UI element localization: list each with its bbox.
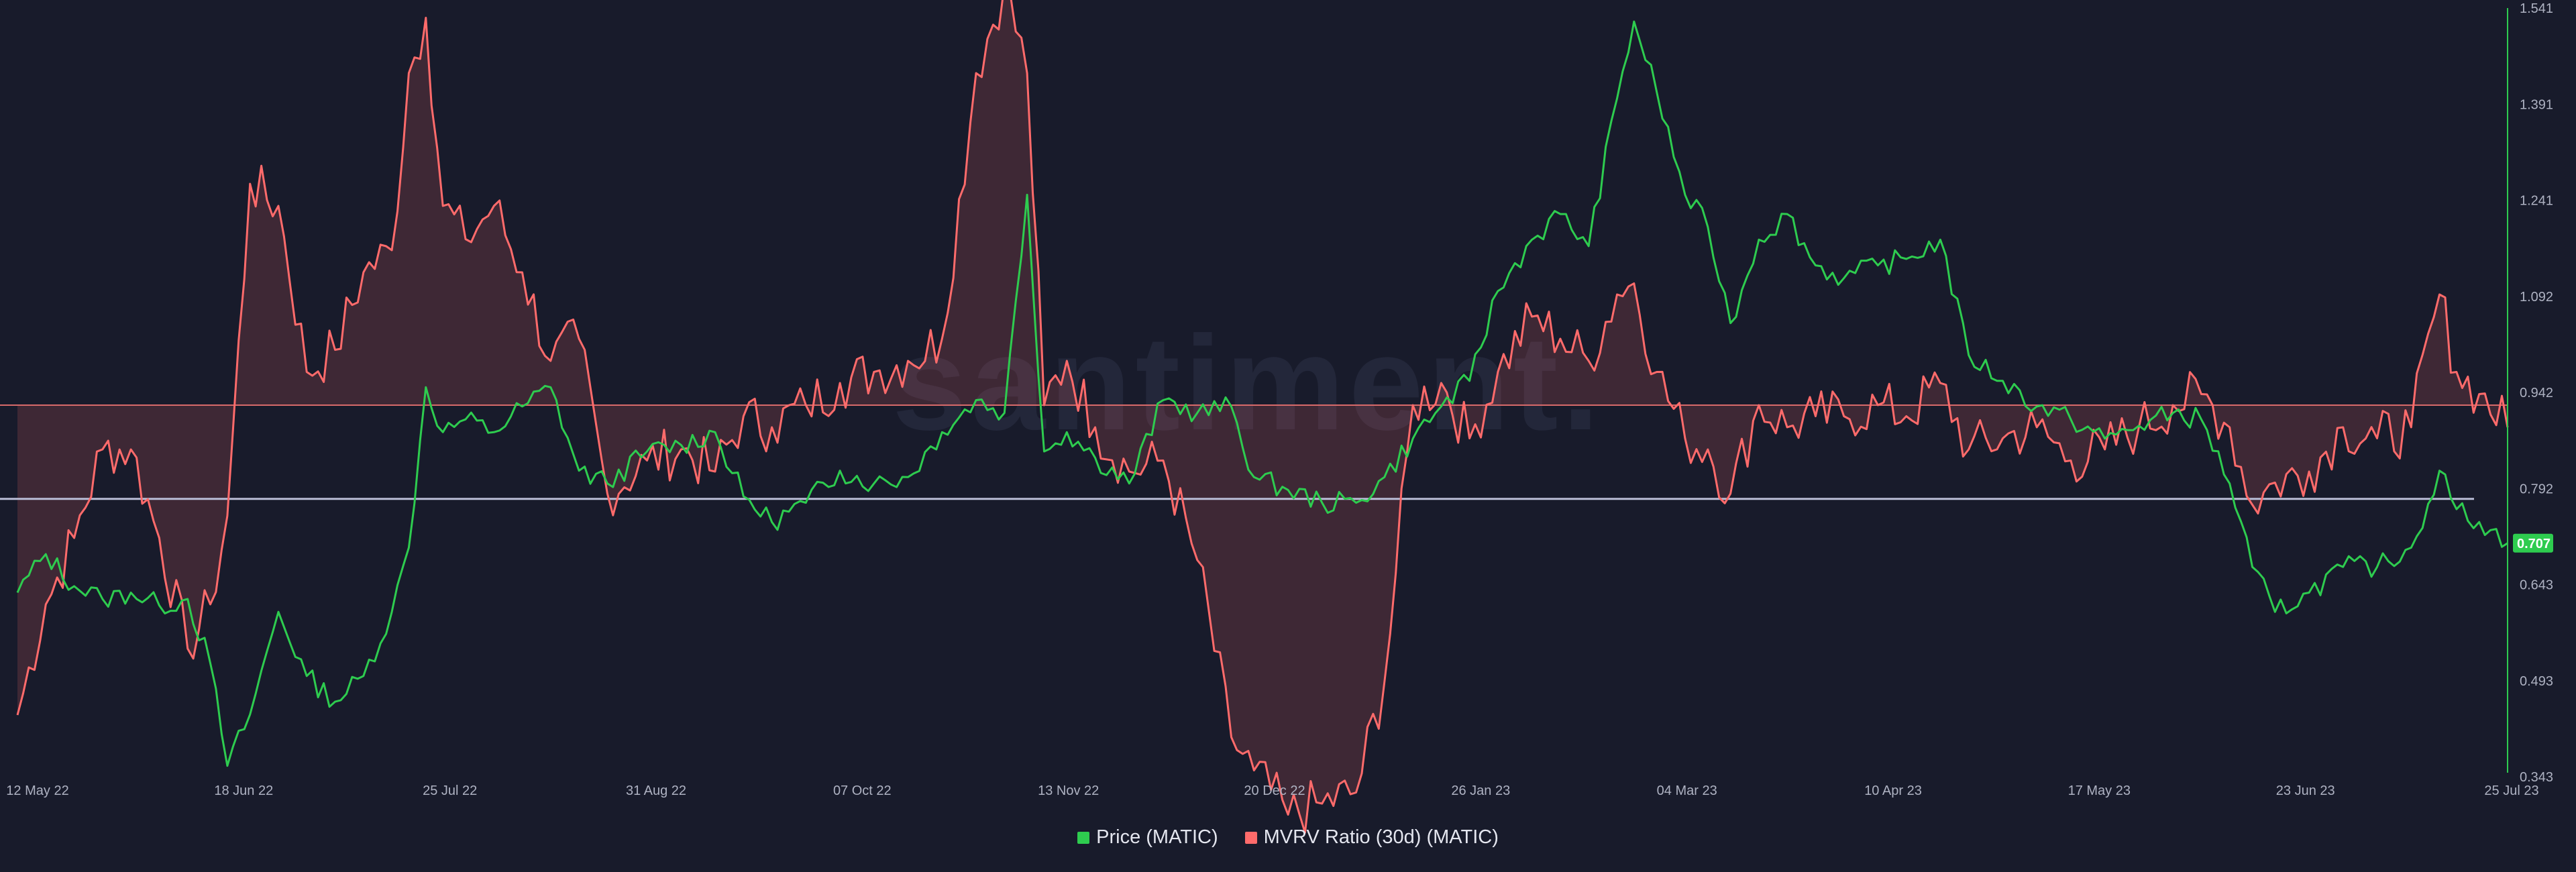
legend-item-price[interactable]: Price (MATIC)	[1077, 826, 1218, 849]
series-line-mvrv	[16, 0, 2509, 834]
mvrv-area-fill	[17, 0, 2508, 833]
series-line-price	[16, 20, 2508, 767]
x-tick-label: 07 Oct 22	[833, 783, 892, 798]
x-tick-label: 25 Jul 22	[423, 783, 477, 798]
y-tick-label: 1.241	[2520, 194, 2553, 209]
y-tick-label: 0.493	[2520, 674, 2553, 689]
x-tick-label: 04 Mar 23	[1657, 783, 1717, 798]
y-tick-label: 0.643	[2520, 578, 2553, 593]
x-tick-label: 20 Dec 22	[1244, 783, 1305, 798]
x-tick-label: 13 Nov 22	[1038, 783, 1099, 798]
legend-swatch-price	[1077, 831, 1090, 844]
legend: Price (MATIC) MVRV Ratio (30d) (MATIC)	[0, 826, 2576, 849]
legend-label-mvrv: MVRV Ratio (30d) (MATIC)	[1263, 826, 1499, 848]
y-tick-label: 0.792	[2520, 482, 2553, 496]
x-tick-label: 23 Jun 23	[2276, 783, 2335, 798]
x-tick-label: 26 Jan 23	[1451, 783, 1510, 798]
legend-swatch-mvrv	[1244, 831, 1257, 844]
x-tick-label: 31 Aug 22	[626, 783, 686, 798]
x-tick-label: 25 Jul 23	[2484, 783, 2538, 798]
y-tick-label: 1.541	[2520, 1, 2553, 16]
y-tick-label: 1.391	[2520, 97, 2553, 112]
x-tick-label: 12 May 22	[6, 783, 68, 798]
y-tick-label: 0.942	[2520, 386, 2553, 400]
x-tick-label: 10 Apr 23	[1864, 783, 1922, 798]
current-price-badge-bg	[2513, 533, 2553, 553]
x-tick-label: 17 May 23	[2068, 783, 2131, 798]
legend-label-price: Price (MATIC)	[1096, 826, 1218, 848]
x-tick-label: 18 Jun 22	[214, 783, 273, 798]
y-axis-right: 1.541 1.391 1.241 1.092 0.942 0.792 0.643 0.493…	[2520, 1, 2553, 785]
legend-item-mvrv[interactable]: MVRV Ratio (30d) (MATIC)	[1244, 826, 1499, 849]
current-price-value: 0.707	[2517, 537, 2551, 551]
y-tick-label: 0.343	[2520, 770, 2553, 785]
y-tick-label: 1.092	[2520, 290, 2553, 305]
current-price-badge: 0.707	[2513, 533, 2553, 553]
x-axis: 12 May 22 18 Jun 22 25 Jul 22 31 Aug 22 07 O…	[6, 783, 2538, 798]
